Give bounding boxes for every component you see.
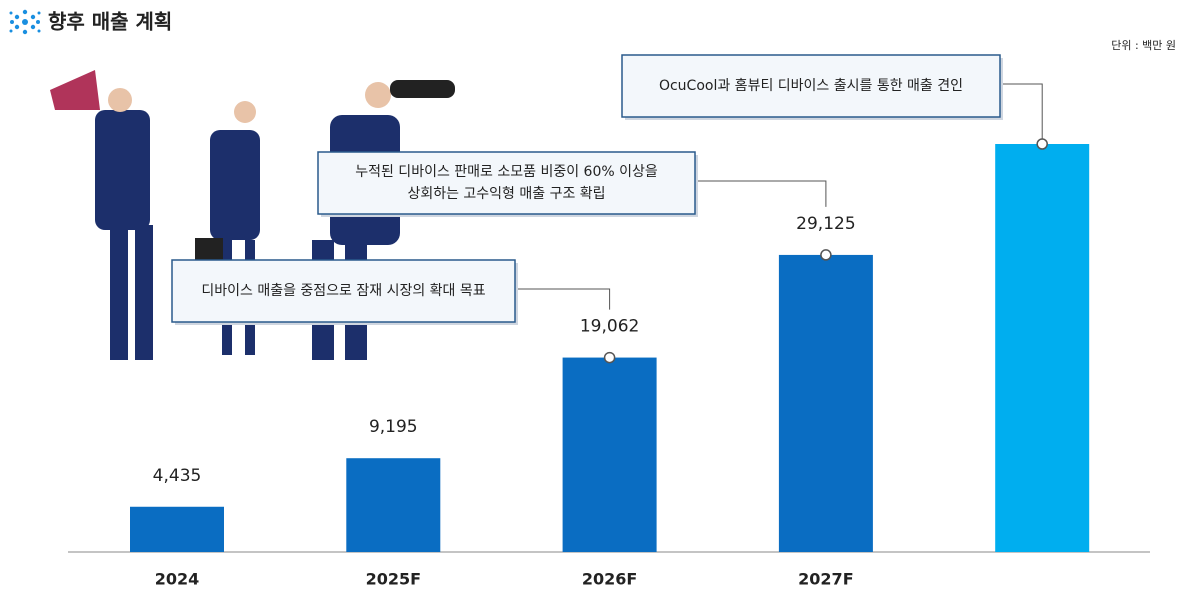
callout-dot xyxy=(603,351,616,364)
title-icon xyxy=(9,9,41,35)
x-tick-label: 2025F xyxy=(366,570,421,589)
callout-box xyxy=(317,151,696,215)
callout-text: 누적된 디바이스 판매로 소모품 비중이 60% 이상을 xyxy=(355,164,658,180)
callout-dot xyxy=(820,249,832,261)
bar xyxy=(995,144,1090,552)
x-tick-label: 2027F xyxy=(798,570,853,589)
callout-connector xyxy=(515,288,611,310)
callout-text: 디바이스 매출을 중점으로 잠재 시장의 확대 목표 xyxy=(201,283,485,299)
x-tick-label: 2024 xyxy=(155,570,200,589)
bar xyxy=(130,506,224,552)
callout-connector xyxy=(1000,83,1043,144)
callout-box xyxy=(621,54,1001,118)
callout-box xyxy=(171,259,516,323)
callout-connector xyxy=(695,180,827,207)
x-tick-label: 2026F xyxy=(582,570,637,589)
bar xyxy=(562,357,657,552)
callout-text: 상회하는 고수익형 매출 구조 확립 xyxy=(407,186,605,202)
value-label: 19,062 xyxy=(580,317,639,337)
chart-title: 향후 매출 계획 xyxy=(48,10,172,34)
bar xyxy=(346,458,441,552)
value-label: 4,435 xyxy=(153,466,202,486)
value-label: 9,195 xyxy=(369,417,418,437)
unit-note: 단위 : 백만 원 xyxy=(1111,39,1176,52)
value-label: 29,125 xyxy=(796,214,855,234)
callout-text: OcuCool과 홈뷰티 디바이스 출시를 통한 매출 견인 xyxy=(659,78,963,94)
callout-dot xyxy=(1036,138,1048,150)
bar xyxy=(778,254,873,553)
